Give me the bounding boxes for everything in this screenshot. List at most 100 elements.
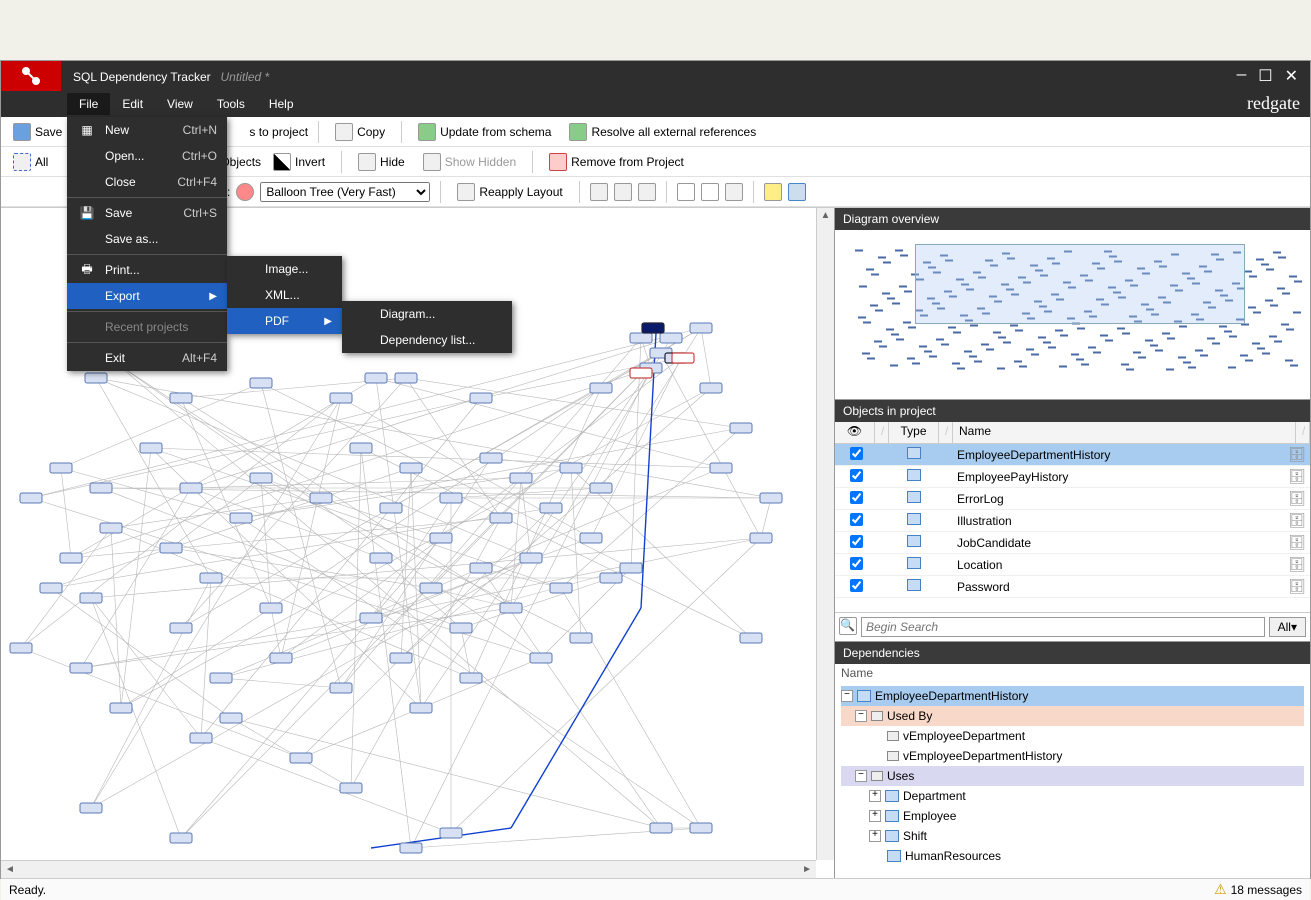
- invert-button[interactable]: Invert: [267, 151, 331, 173]
- layout-select[interactable]: Balloon Tree (Very Fast): [260, 182, 430, 202]
- file-menu-open-[interactable]: Open...Ctrl+O: [67, 143, 227, 169]
- status-ready: Ready.: [9, 883, 46, 897]
- menu-view[interactable]: View: [155, 93, 205, 115]
- select-all-button[interactable]: All: [7, 151, 54, 173]
- deps-item[interactable]: +Department: [841, 786, 1304, 806]
- search-icon[interactable]: 🔍: [839, 617, 857, 635]
- table-icon: [907, 579, 921, 591]
- overview-panel[interactable]: [835, 230, 1310, 400]
- deps-item[interactable]: vEmployeeDepartment: [841, 726, 1304, 746]
- pan-icon[interactable]: [764, 183, 782, 201]
- status-messages[interactable]: ⚠ 18 messages: [1214, 881, 1302, 898]
- search-filter-button[interactable]: All▾: [1269, 617, 1306, 637]
- object-row[interactable]: EmployeePayHistory🗄: [835, 466, 1310, 488]
- minimize-button[interactable]: —: [1237, 66, 1247, 86]
- scrollbar-horizontal[interactable]: [1, 860, 816, 878]
- object-visible-checkbox[interactable]: [850, 579, 863, 592]
- table-icon: [907, 491, 921, 503]
- zoom-in-icon[interactable]: [677, 183, 695, 201]
- menu-help[interactable]: Help: [257, 93, 306, 115]
- overview-header: Diagram overview: [835, 208, 1310, 230]
- object-row[interactable]: EmployeeDepartmentHistory🗄: [835, 444, 1310, 466]
- deps-root[interactable]: −EmployeeDepartmentHistory: [841, 686, 1304, 706]
- tree-icon: [885, 810, 899, 822]
- export-menu-xml-[interactable]: XML...: [227, 282, 342, 308]
- file-menu-exit[interactable]: ExitAlt+F4: [67, 345, 227, 371]
- object-visible-checkbox[interactable]: [850, 513, 863, 526]
- scrollbar-vertical[interactable]: [816, 208, 834, 860]
- deps-item[interactable]: vEmployeeDepartmentHistory: [841, 746, 1304, 766]
- object-visible-checkbox[interactable]: [850, 447, 863, 460]
- zoom-out-icon[interactable]: [701, 183, 719, 201]
- file-menu-save-as-[interactable]: Save as...: [67, 226, 227, 252]
- object-row[interactable]: Password🗄: [835, 576, 1310, 598]
- save-button[interactable]: Save: [7, 121, 68, 143]
- file-menu-new[interactable]: ▦NewCtrl+N: [67, 117, 227, 143]
- col-type[interactable]: Type: [889, 422, 939, 443]
- table-icon: [907, 469, 921, 481]
- object-name: EmployeeDepartmentHistory: [953, 448, 1284, 462]
- fit-icon[interactable]: [638, 183, 656, 201]
- object-row[interactable]: Illustration🗄: [835, 510, 1310, 532]
- pdf-menu-diagram-[interactable]: Diagram...: [342, 301, 512, 327]
- reapply-label: Reapply Layout: [479, 185, 562, 199]
- object-row[interactable]: ErrorLog🗄: [835, 488, 1310, 510]
- table-icon: [907, 557, 921, 569]
- deps-panel: Name −EmployeeDepartmentHistory−Used Byv…: [835, 664, 1310, 878]
- select-icon[interactable]: [788, 183, 806, 201]
- object-name: Illustration: [953, 514, 1284, 528]
- deps-used-by[interactable]: −Used By: [841, 706, 1304, 726]
- object-visible-checkbox[interactable]: [850, 557, 863, 570]
- object-row[interactable]: JobCandidate🗄: [835, 532, 1310, 554]
- menu-tools[interactable]: Tools: [205, 93, 257, 115]
- tree-expander[interactable]: −: [855, 770, 867, 782]
- overview-viewport[interactable]: [915, 244, 1245, 324]
- menu-edit[interactable]: Edit: [110, 93, 155, 115]
- deps-item[interactable]: +Shift: [841, 826, 1304, 846]
- show-hidden-button[interactable]: Show Hidden: [417, 151, 522, 173]
- file-menu-save[interactable]: 💾SaveCtrl+S: [67, 200, 227, 226]
- object-visible-checkbox[interactable]: [850, 469, 863, 482]
- col-visible[interactable]: 👁: [835, 422, 875, 443]
- file-menu-print-[interactable]: 🖶Print...: [67, 257, 227, 283]
- tree-expander[interactable]: −: [855, 710, 867, 722]
- tree-expander[interactable]: +: [869, 790, 881, 802]
- zoom-icon-1[interactable]: [590, 183, 608, 201]
- file-menu-close[interactable]: CloseCtrl+F4: [67, 169, 227, 195]
- deps-header: Dependencies: [835, 642, 1310, 664]
- col-name[interactable]: Name: [953, 422, 1296, 443]
- menubar: File Edit View Tools Help redgate: [1, 91, 1310, 117]
- search-input[interactable]: [861, 617, 1265, 637]
- reapply-layout-button[interactable]: Reapply Layout: [451, 181, 568, 203]
- menu-file[interactable]: File: [67, 93, 110, 115]
- zoom-icon-2[interactable]: [614, 183, 632, 201]
- tree-icon: [887, 731, 899, 741]
- tree-expander[interactable]: −: [841, 690, 853, 702]
- tree-label: HumanResources: [905, 849, 1001, 863]
- deps-item[interactable]: +Employee: [841, 806, 1304, 826]
- copy-button[interactable]: Copy: [329, 121, 391, 143]
- close-button[interactable]: ✕: [1285, 66, 1298, 86]
- layout-icon: [236, 183, 254, 201]
- remove-button[interactable]: Remove from Project: [543, 151, 690, 173]
- object-visible-checkbox[interactable]: [850, 491, 863, 504]
- deps-uses[interactable]: −Uses: [841, 766, 1304, 786]
- maximize-button[interactable]: ☐: [1258, 66, 1272, 86]
- export-menu-pdf[interactable]: PDF▶: [227, 308, 342, 334]
- export-menu-image-[interactable]: Image...: [227, 256, 342, 282]
- hide-button[interactable]: Hide: [352, 151, 411, 173]
- deps-item[interactable]: HumanResources: [841, 846, 1304, 866]
- all-icon: [13, 153, 31, 171]
- pdf-menu-dependency-list-[interactable]: Dependency list...: [342, 327, 512, 353]
- tree-expander[interactable]: +: [869, 810, 881, 822]
- tree-expander[interactable]: +: [869, 830, 881, 842]
- file-menu-export[interactable]: Export▶: [67, 283, 227, 309]
- resolve-refs-button[interactable]: Resolve all external references: [563, 121, 762, 143]
- fit-all-icon[interactable]: [725, 183, 743, 201]
- copy-label: Copy: [357, 125, 385, 139]
- all-label: All: [35, 155, 48, 169]
- object-row[interactable]: Location🗄: [835, 554, 1310, 576]
- object-visible-checkbox[interactable]: [850, 535, 863, 548]
- update-schema-button[interactable]: Update from schema: [412, 121, 557, 143]
- refresh-icon: [418, 123, 436, 141]
